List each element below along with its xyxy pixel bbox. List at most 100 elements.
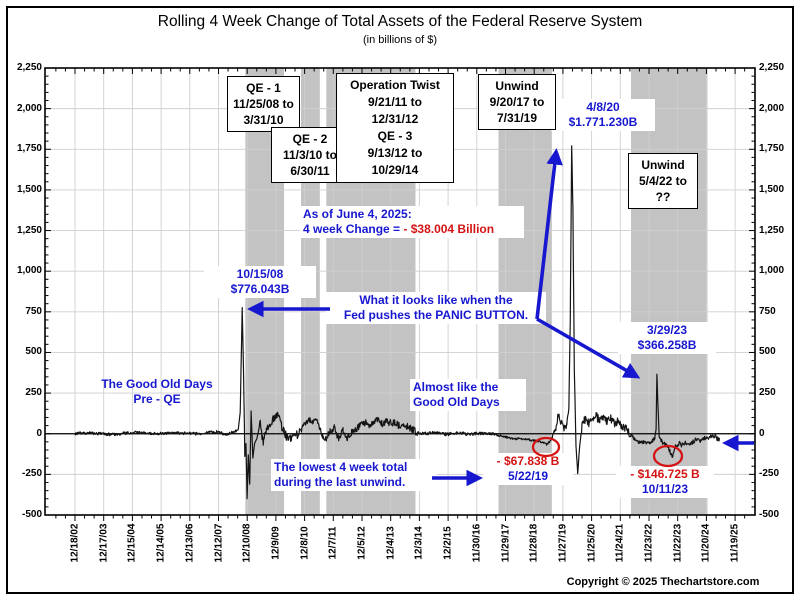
y-tick-label-left: 0 (36, 427, 42, 439)
y-tick-label-right: 1,000 (759, 265, 785, 277)
unwind1-line: Unwind (495, 79, 539, 93)
chart-subtitle: (in billions of $) (363, 34, 437, 46)
low-2019-value: - $67.838 B (496, 454, 560, 468)
annotation-2023-date: 3/29/23 (646, 323, 688, 337)
annotation-2008-date: 10/15/08 (236, 267, 284, 281)
goodold-line: The Good Old Days (101, 377, 213, 391)
low-2023-date: 10/11/23 (641, 482, 689, 496)
y-tick-label-right: 1,750 (759, 143, 785, 155)
x-tick-label: 12/3/14 (413, 526, 425, 560)
y-tick-label-left: 1,250 (16, 224, 42, 236)
operation-twist-qe3-period-box: Operation Twist 9/21/11 to 12/31/12 QE -… (336, 73, 454, 183)
otqe3-line: QE - 3 (377, 129, 413, 143)
x-tick-label: 12/15/04 (126, 523, 138, 563)
x-tick-label: 12/10/08 (241, 523, 253, 563)
almost-line: Good Old Days (413, 395, 500, 409)
qe1-line: QE - 1 (246, 81, 281, 95)
y-tick-label-left: 2,000 (16, 102, 42, 114)
annotation-2020-peak: 4/8/20 $1.771.230B (551, 99, 655, 131)
low-2019-date: 5/22/19 (507, 469, 549, 483)
qe1-line: 3/31/10 (243, 113, 284, 127)
y-tick-label-right: 2,000 (759, 102, 785, 114)
y-tick-label-right: 750 (759, 305, 776, 317)
y-tick-label-left: -500 (21, 509, 42, 520)
panic-line: What it looks like when the (359, 293, 513, 307)
x-tick-label: 12/2/15 (442, 526, 454, 560)
otqe3-line: 9/21/11 to (367, 95, 423, 109)
y-tick-label-right: 250 (759, 387, 776, 399)
annotation-2008-peak: 10/15/08 $776.043B (204, 266, 316, 298)
qe1-line: 11/25/08 to (233, 97, 294, 111)
x-tick-label: 12/13/06 (184, 523, 196, 563)
x-tick-label: 11/23/22 (643, 523, 655, 563)
otqe3-line: 9/13/12 to (367, 146, 423, 160)
unwind2-line: ?? (655, 190, 671, 204)
x-tick-label: 11/20/24 (700, 523, 712, 563)
otqe3-line: 12/31/12 (371, 112, 419, 126)
annotation-low-2019: - $67.838 B 5/22/19 (483, 453, 573, 485)
x-tick-label: 12/17/03 (98, 523, 110, 563)
qe2-line: 6/30/11 (290, 164, 330, 178)
unwind2-line: 5/4/22 to (638, 174, 688, 188)
annotation-almost-good-old-days: Almost like the Good Old Days (410, 379, 526, 411)
panic-line: Fed pushes the PANIC BUTTON. (343, 308, 529, 322)
annotation-2023-value: $366.258B (637, 338, 697, 352)
low-2023-value: - $146.725 B (630, 467, 700, 481)
y-tick-label-right: 1,500 (759, 183, 785, 195)
y-tick-label-right: 0 (759, 427, 765, 439)
x-tick-label: 11/27/19 (557, 523, 569, 563)
unwind-2017-period-box: Unwind 9/20/17 to 7/31/19 (478, 74, 556, 130)
annotation-2023-peak: 3/29/23 $366.258B (618, 322, 716, 354)
annotation-good-old-days: The Good Old Days Pre - QE (90, 377, 224, 407)
series-line (74, 145, 721, 500)
lowest-line: The lowest 4 week total (274, 460, 408, 474)
lowest-line: during the last unwind. (274, 475, 406, 489)
x-tick-label: 11/19/25 (729, 523, 741, 563)
y-tick-label-left: -250 (21, 468, 42, 480)
x-tick-label: 11/25/20 (586, 523, 598, 563)
otqe3-line: Operation Twist (350, 78, 440, 92)
x-tick-label: 12/12/07 (213, 523, 224, 563)
annotation-low-2023: - $146.725 B 10/11/23 (616, 466, 714, 498)
qe2-line: QE - 2 (292, 132, 328, 146)
unwind1-line: 9/20/17 to (489, 95, 545, 109)
y-tick-label-right: 2,250 (759, 62, 785, 73)
x-tick-label: 12/14/05 (155, 523, 167, 563)
annotation-panic-button: What it looks like when the Fed pushes t… (326, 292, 546, 324)
almost-line: Almost like the (413, 380, 499, 394)
annotation-2020-value: $1.771.230B (568, 115, 638, 129)
y-tick-label-left: 250 (25, 387, 42, 399)
x-tick-label: 11/29/17 (500, 523, 511, 563)
annotation-as-of: As of June 4, 2025: 4 week Change = - $3… (300, 206, 524, 238)
x-tick-label: 12/5/12 (356, 526, 368, 560)
y-tick-label-right: -500 (759, 509, 780, 520)
x-tick-label: 11/22/23 (672, 523, 684, 563)
y-tick-label-left: 1,750 (16, 143, 42, 155)
as-of-date-line: As of June 4, 2025: (303, 207, 412, 221)
goodold-line: Pre - QE (133, 392, 181, 406)
y-tick-label-right: 500 (759, 346, 776, 358)
x-tick-label: 12/4/13 (385, 526, 397, 560)
y-tick-label-left: 500 (25, 346, 42, 358)
x-tick-label: 12/7/11 (327, 526, 339, 560)
y-tick-label-left: 1,500 (16, 183, 42, 195)
annotation-2020-date: 4/8/20 (586, 100, 620, 114)
unwind2-line: Unwind (641, 158, 685, 172)
x-tick-label: 12/8/10 (299, 526, 311, 560)
y-tick-label-left: 750 (25, 305, 42, 317)
chart-title: Rolling 4 Week Change of Total Assets of… (157, 13, 643, 30)
as-of-value: - $38.004 Billion (403, 222, 495, 236)
unwind-2022-period-box: Unwind 5/4/22 to ?? (628, 153, 698, 209)
y-tick-label-left: 1,000 (16, 265, 42, 277)
x-tick-label: 11/28/18 (528, 523, 540, 563)
qe2-line: 11/3/10 to (282, 148, 338, 162)
x-tick-label: 11/24/21 (614, 523, 626, 563)
annotation-lowest-unwind: The lowest 4 week total during the last … (271, 459, 437, 491)
y-tick-label-right: 1,250 (759, 224, 785, 236)
qe1-period-box: QE - 1 11/25/08 to 3/31/10 (227, 76, 300, 132)
as-of-value-line: 4 week Change = - $38.004 Billion (303, 222, 521, 237)
window-border (6, 6, 794, 594)
y-tick-label-right: -250 (759, 468, 780, 480)
x-tick-label: 12/18/02 (69, 523, 81, 563)
x-tick-label: 11/30/16 (471, 523, 483, 563)
